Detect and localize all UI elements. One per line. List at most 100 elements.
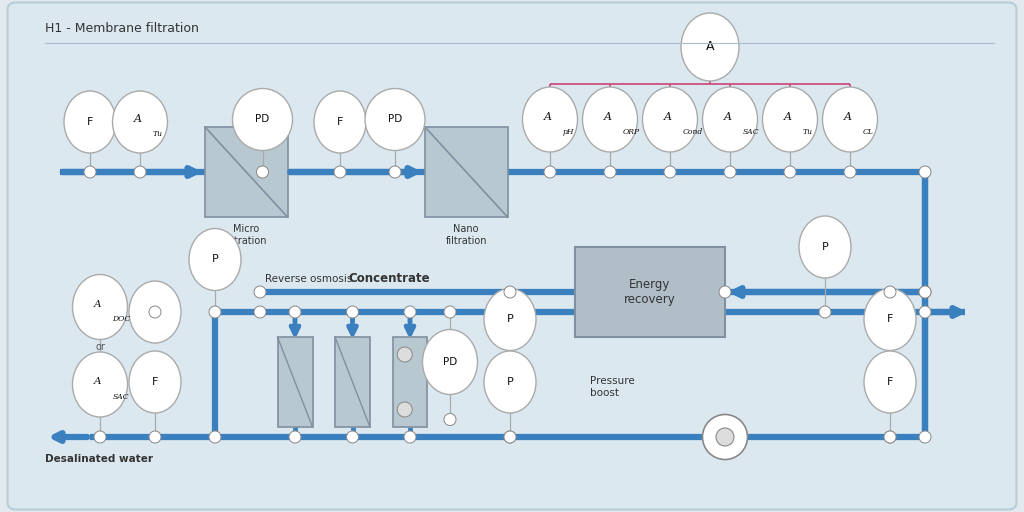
Text: SAC: SAC	[742, 127, 759, 136]
Ellipse shape	[702, 87, 758, 152]
Ellipse shape	[423, 330, 477, 395]
Ellipse shape	[189, 228, 241, 290]
Text: F: F	[887, 314, 893, 325]
Circle shape	[919, 306, 931, 318]
Circle shape	[504, 431, 516, 443]
Circle shape	[724, 166, 736, 178]
Text: pH: pH	[562, 127, 573, 136]
Text: F: F	[87, 117, 93, 127]
Text: F: F	[887, 377, 893, 387]
Circle shape	[346, 431, 358, 443]
Ellipse shape	[484, 351, 536, 413]
Text: Nano
filtration: Nano filtration	[445, 224, 487, 246]
Ellipse shape	[642, 87, 697, 152]
Circle shape	[389, 166, 401, 178]
Circle shape	[254, 306, 266, 318]
FancyBboxPatch shape	[205, 127, 288, 217]
Text: or: or	[95, 342, 104, 352]
FancyBboxPatch shape	[335, 337, 370, 427]
Circle shape	[444, 306, 456, 318]
Circle shape	[397, 347, 413, 362]
Ellipse shape	[365, 89, 425, 151]
Circle shape	[604, 166, 616, 178]
Text: SAC: SAC	[113, 393, 129, 400]
Ellipse shape	[799, 216, 851, 278]
Text: P: P	[821, 242, 828, 252]
Circle shape	[919, 431, 931, 443]
Text: F: F	[337, 117, 343, 127]
Text: PD: PD	[442, 357, 457, 367]
Ellipse shape	[864, 351, 916, 413]
Text: A: A	[844, 112, 852, 122]
Circle shape	[884, 431, 896, 443]
Text: A: A	[133, 115, 141, 124]
Text: P: P	[507, 314, 513, 325]
Text: Reverse osmosis: Reverse osmosis	[265, 274, 352, 285]
Ellipse shape	[63, 91, 116, 153]
Text: A: A	[603, 112, 611, 122]
Circle shape	[719, 286, 731, 298]
Ellipse shape	[681, 13, 739, 81]
Text: Micro
filtration: Micro filtration	[225, 224, 267, 246]
Ellipse shape	[822, 87, 878, 152]
Circle shape	[919, 286, 931, 298]
Text: A: A	[94, 300, 101, 309]
Text: Cond: Cond	[682, 127, 702, 136]
Text: F: F	[152, 377, 158, 387]
Text: H1 - Membrane filtration: H1 - Membrane filtration	[45, 23, 199, 35]
Text: P: P	[507, 377, 513, 387]
Circle shape	[397, 402, 413, 417]
Circle shape	[844, 166, 856, 178]
Circle shape	[784, 166, 796, 178]
Circle shape	[134, 166, 146, 178]
Text: Concentrate: Concentrate	[348, 271, 430, 285]
Circle shape	[404, 431, 416, 443]
FancyBboxPatch shape	[392, 337, 427, 427]
Circle shape	[209, 306, 221, 318]
Circle shape	[84, 166, 96, 178]
Text: A: A	[783, 112, 792, 122]
Ellipse shape	[73, 352, 128, 417]
Circle shape	[150, 431, 161, 443]
Ellipse shape	[583, 87, 638, 152]
Ellipse shape	[314, 91, 366, 153]
Circle shape	[884, 431, 896, 443]
Text: F: F	[152, 307, 158, 317]
Circle shape	[150, 306, 161, 318]
Ellipse shape	[864, 288, 916, 351]
Text: A: A	[706, 40, 715, 53]
Circle shape	[346, 306, 358, 318]
Circle shape	[444, 414, 456, 425]
Circle shape	[504, 431, 516, 443]
Ellipse shape	[484, 288, 536, 351]
Text: DOC: DOC	[113, 315, 131, 323]
Text: A: A	[544, 112, 552, 122]
Circle shape	[256, 166, 268, 178]
Circle shape	[289, 306, 301, 318]
Ellipse shape	[113, 91, 168, 153]
Circle shape	[94, 431, 106, 443]
Ellipse shape	[73, 274, 128, 339]
Circle shape	[289, 431, 301, 443]
Text: Energy
recovery: Energy recovery	[624, 278, 676, 306]
Circle shape	[819, 306, 831, 318]
Text: A: A	[724, 112, 731, 122]
Circle shape	[209, 431, 221, 443]
Text: PD: PD	[388, 115, 402, 124]
FancyBboxPatch shape	[278, 337, 312, 427]
Text: A: A	[94, 377, 101, 387]
FancyBboxPatch shape	[575, 247, 725, 337]
Circle shape	[884, 286, 896, 298]
Text: Tu: Tu	[153, 130, 163, 138]
Text: Tu: Tu	[803, 127, 812, 136]
Text: Desalinated water: Desalinated water	[45, 455, 153, 464]
Ellipse shape	[232, 89, 293, 151]
Circle shape	[504, 286, 516, 298]
Circle shape	[702, 415, 748, 459]
Ellipse shape	[763, 87, 817, 152]
Circle shape	[919, 286, 931, 298]
Text: A: A	[664, 112, 672, 122]
Circle shape	[716, 428, 734, 446]
Ellipse shape	[522, 87, 578, 152]
Text: Pressure
boost: Pressure boost	[590, 376, 635, 398]
